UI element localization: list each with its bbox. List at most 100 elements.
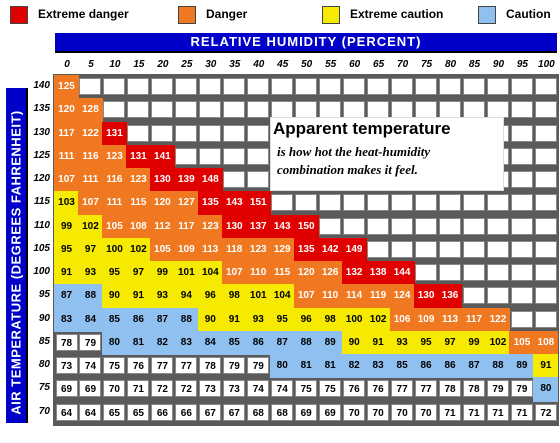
empty-cell bbox=[391, 78, 414, 95]
heat-index-value: 72 bbox=[175, 380, 198, 398]
heat-index-value: 111 bbox=[55, 147, 78, 165]
heat-index-value: 90 bbox=[103, 287, 126, 305]
heat-index-value: 88 bbox=[486, 357, 509, 374]
heat-index-value: 102 bbox=[486, 333, 509, 351]
empty-cell bbox=[391, 240, 414, 258]
empty-cell bbox=[367, 194, 390, 212]
heat-index-value: 108 bbox=[534, 333, 557, 351]
x-tick-label: 100 bbox=[538, 59, 555, 70]
empty-cell bbox=[534, 101, 557, 119]
heat-index-value: 138 bbox=[367, 264, 390, 281]
empty-cell bbox=[151, 124, 174, 142]
heat-index-value: 78 bbox=[462, 380, 485, 398]
empty-cell bbox=[343, 194, 366, 212]
heat-index-value: 102 bbox=[127, 240, 150, 258]
heat-index-value: 86 bbox=[247, 333, 270, 351]
empty-cell bbox=[534, 78, 557, 95]
heat-index-value: 104 bbox=[199, 264, 222, 281]
heat-index-value: 71 bbox=[439, 403, 462, 421]
empty-cell bbox=[391, 194, 414, 212]
empty-cell bbox=[247, 124, 270, 142]
empty-cell bbox=[319, 217, 342, 235]
heat-index-value: 107 bbox=[55, 171, 78, 188]
empty-cell bbox=[486, 194, 509, 212]
heat-index-value: 115 bbox=[127, 194, 150, 212]
empty-cell bbox=[510, 78, 533, 95]
heat-index-value: 87 bbox=[462, 357, 485, 374]
heat-index-value: 70 bbox=[367, 403, 390, 421]
heat-index-value: 65 bbox=[103, 403, 126, 421]
empty-cell bbox=[415, 264, 438, 281]
heat-index-value: 135 bbox=[199, 194, 222, 212]
x-tick-label: 0 bbox=[64, 59, 70, 70]
heat-index-value: 106 bbox=[391, 310, 414, 328]
heat-index-value: 81 bbox=[319, 357, 342, 374]
heat-index-value: 70 bbox=[391, 403, 414, 421]
heat-index-value: 105 bbox=[103, 217, 126, 235]
heat-index-value: 76 bbox=[367, 380, 390, 398]
heat-index-value: 77 bbox=[151, 357, 174, 374]
heat-index-value: 79 bbox=[79, 333, 102, 351]
empty-cell bbox=[127, 78, 150, 95]
heat-index-value: 95 bbox=[271, 310, 294, 328]
x-tick-label: 90 bbox=[492, 59, 505, 70]
note-box bbox=[270, 117, 504, 191]
heat-index-value: 70 bbox=[415, 403, 438, 421]
heat-index-value: 74 bbox=[79, 357, 102, 374]
empty-cell bbox=[175, 147, 198, 165]
empty-cell bbox=[199, 124, 222, 142]
empty-cell bbox=[175, 78, 198, 95]
heat-index-value: 66 bbox=[175, 403, 198, 421]
empty-cell bbox=[510, 124, 533, 142]
y-tick-label: 120 bbox=[33, 173, 50, 184]
empty-cell bbox=[415, 78, 438, 95]
heat-index-value: 87 bbox=[55, 287, 78, 305]
x-tick-label: 5 bbox=[88, 59, 94, 70]
heat-index-value: 80 bbox=[103, 333, 126, 351]
x-tick-label: 15 bbox=[133, 59, 145, 70]
empty-cell bbox=[223, 101, 246, 119]
heat-index-value: 77 bbox=[415, 380, 438, 398]
heat-index-value: 71 bbox=[510, 403, 533, 421]
heat-index-value: 74 bbox=[271, 380, 294, 398]
empty-cell bbox=[439, 194, 462, 212]
heat-index-value: 120 bbox=[151, 194, 174, 212]
y-tick-label: 140 bbox=[33, 80, 50, 91]
x-axis-title: RELATIVE HUMIDITY (PERCENT) bbox=[190, 34, 422, 49]
heat-index-value: 141 bbox=[151, 147, 174, 165]
empty-cell bbox=[534, 194, 557, 212]
x-tick-label: 40 bbox=[253, 59, 265, 70]
empty-cell bbox=[534, 124, 557, 142]
heat-index-value: 110 bbox=[319, 287, 342, 305]
empty-cell bbox=[510, 171, 533, 188]
empty-cell bbox=[415, 217, 438, 235]
heat-index-value: 75 bbox=[295, 380, 318, 398]
empty-cell bbox=[367, 78, 390, 95]
heat-index-value: 72 bbox=[534, 403, 557, 421]
heat-index-value: 80 bbox=[271, 357, 294, 374]
heat-index-value: 89 bbox=[319, 333, 342, 351]
heat-index-value: 97 bbox=[127, 264, 150, 281]
heat-index-value: 81 bbox=[295, 357, 318, 374]
heat-index-value: 103 bbox=[55, 194, 78, 212]
empty-cell bbox=[199, 147, 222, 165]
heat-index-value: 87 bbox=[151, 310, 174, 328]
x-tick-label: 20 bbox=[157, 59, 169, 70]
x-tick-label: 80 bbox=[444, 59, 457, 70]
empty-cell bbox=[391, 101, 414, 119]
heat-index-value: 68 bbox=[271, 403, 294, 421]
y-tick-label: 100 bbox=[33, 266, 50, 277]
legend-swatch bbox=[478, 6, 496, 24]
empty-cell bbox=[510, 101, 533, 119]
x-tick-label: 95 bbox=[516, 59, 528, 70]
heat-index-value: 117 bbox=[55, 124, 78, 142]
heat-index-value: 91 bbox=[367, 333, 390, 351]
heat-index-value: 78 bbox=[55, 333, 78, 351]
heat-index-value: 93 bbox=[247, 310, 270, 328]
heat-index-value: 83 bbox=[55, 310, 78, 328]
legend-label: Caution bbox=[506, 7, 551, 21]
heat-index-value: 107 bbox=[79, 194, 102, 212]
legend-label: Extreme caution bbox=[350, 7, 444, 21]
empty-cell bbox=[534, 147, 557, 165]
heat-index-value: 94 bbox=[175, 287, 198, 305]
